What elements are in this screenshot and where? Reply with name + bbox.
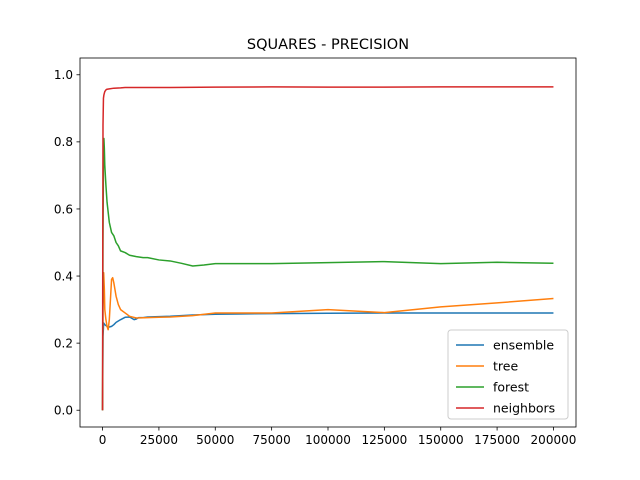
legend: ensemble tree forest neighbors	[447, 329, 569, 420]
legend-label-forest: forest	[493, 380, 529, 395]
legend-label-ensemble: ensemble	[493, 338, 554, 353]
series-line-tree	[101, 271, 554, 411]
chart-title: SQUARES - PRECISION	[247, 37, 409, 53]
y-tick-label: 0.0	[54, 404, 73, 418]
x-tick-label: 100000	[305, 433, 351, 447]
y-tick-label: 0.2	[54, 336, 73, 350]
x-tick-label: 50000	[196, 433, 234, 447]
x-tick-label: 125000	[361, 433, 407, 447]
y-tick-label: 0.8	[54, 135, 73, 149]
x-tick-label: 75000	[253, 433, 291, 447]
series-line-neighbors	[101, 86, 554, 411]
series-line-forest	[101, 137, 554, 411]
y-tick-label: 1.0	[54, 68, 73, 82]
x-tick-label: 200000	[531, 433, 577, 447]
x-tick-label: 150000	[418, 433, 464, 447]
legend-label-neighbors: neighbors	[493, 401, 555, 416]
x-tick-label: 0	[99, 433, 107, 447]
legend-box	[447, 329, 569, 420]
x-tick-label: 175000	[474, 433, 520, 447]
legend-label-tree: tree	[493, 359, 518, 374]
y-tick-label: 0.6	[54, 202, 73, 216]
y-tick-label: 0.4	[54, 269, 73, 283]
x-tick-label: 25000	[140, 433, 178, 447]
